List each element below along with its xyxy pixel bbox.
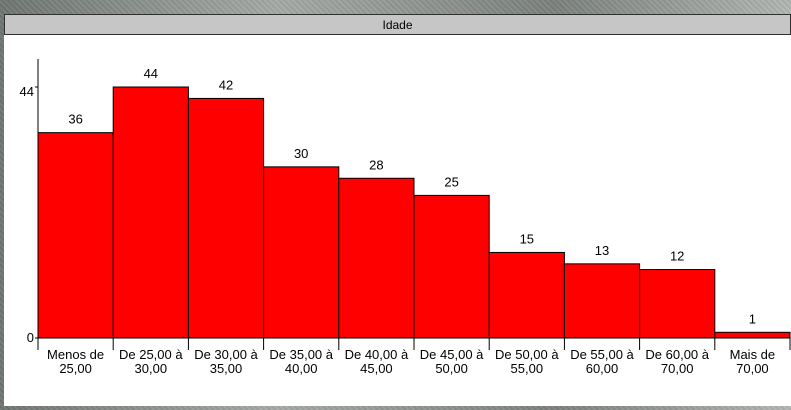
data-label: 25 <box>444 174 458 189</box>
x-tick-label: De 35,00 à <box>269 347 333 362</box>
y-tick-label: 0 <box>27 330 34 345</box>
x-tick-label: De 45,00 à <box>420 347 484 362</box>
x-tick-label: 25,00 <box>59 361 92 376</box>
data-label: 15 <box>520 231 534 246</box>
bar <box>639 269 716 339</box>
data-label: 42 <box>219 77 233 92</box>
x-tick-label: De 40,00 à <box>345 347 409 362</box>
x-tick-label: 55,00 <box>511 361 544 376</box>
bar <box>563 263 641 339</box>
bar <box>187 97 265 339</box>
chart-window: Idade 0 44 36 Menos de 25,00 44 De 25,00 à 30,0… <box>4 14 791 406</box>
data-label: 1 <box>749 311 756 326</box>
x-tick-label: 30,00 <box>135 361 168 376</box>
data-label: 28 <box>369 157 383 172</box>
x-tick-label: De 25,00 à <box>119 347 183 362</box>
x-tick-label: Mais de <box>730 347 776 362</box>
data-label: 36 <box>68 112 82 127</box>
x-tick-label: 50,00 <box>435 361 468 376</box>
data-label: 30 <box>294 146 308 161</box>
x-tick-label: 40,00 <box>285 361 318 376</box>
bar <box>112 86 189 339</box>
bar <box>714 331 791 339</box>
data-label: 12 <box>670 249 684 264</box>
bar <box>413 194 490 339</box>
x-tick-label: Menos de <box>47 347 104 362</box>
bar <box>37 132 114 339</box>
x-tick-label: De 30,00 à <box>194 347 258 362</box>
data-label: 44 <box>144 66 158 81</box>
y-tick-label: 44 <box>20 84 34 99</box>
x-tick-label: De 55,00 à <box>570 347 634 362</box>
x-tick-label: 60,00 <box>586 361 619 376</box>
x-tick-label: 70,00 <box>661 361 694 376</box>
x-tick-label: 45,00 <box>360 361 393 376</box>
bar <box>488 251 565 339</box>
x-tick-label: 70,00 <box>736 361 769 376</box>
x-tick-label: 35,00 <box>210 361 243 376</box>
x-tick-label: De 60,00 à <box>645 347 709 362</box>
bar <box>338 177 415 339</box>
bar <box>263 166 340 339</box>
data-label: 13 <box>595 243 609 258</box>
x-tick-label: De 50,00 à <box>495 347 559 362</box>
